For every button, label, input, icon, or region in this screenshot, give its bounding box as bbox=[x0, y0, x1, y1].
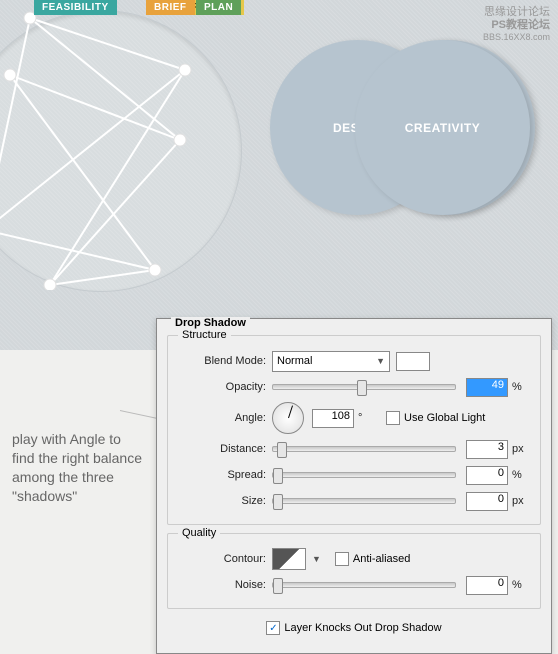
knockout-label: Layer Knocks Out Drop Shadow bbox=[284, 622, 441, 634]
blend-mode-select[interactable]: Normal ▼ bbox=[272, 351, 390, 372]
quality-group: Quality Contour: ▼ Anti-aliased Noise: 0… bbox=[167, 533, 541, 609]
anti-aliased-label: Anti-aliased bbox=[353, 553, 410, 565]
spread-input[interactable]: 0 bbox=[466, 466, 508, 485]
spread-slider[interactable] bbox=[272, 472, 456, 478]
chevron-down-icon: ▼ bbox=[376, 356, 385, 366]
distance-input[interactable]: 3 bbox=[466, 440, 508, 459]
size-slider[interactable] bbox=[272, 498, 456, 504]
panel-title: Drop Shadow bbox=[171, 317, 250, 329]
chevron-down-icon[interactable]: ▼ bbox=[312, 554, 321, 564]
drop-shadow-panel: Drop Shadow Structure Blend Mode: Normal… bbox=[156, 318, 552, 654]
global-light-checkbox[interactable] bbox=[386, 411, 400, 425]
structure-group: Structure Blend Mode: Normal ▼ Opacity: … bbox=[167, 335, 541, 525]
contour-picker[interactable] bbox=[272, 548, 306, 570]
venn-creativity: CREATIVITY bbox=[355, 40, 530, 215]
shadow-color-swatch[interactable] bbox=[396, 352, 430, 371]
spread-label: Spread: bbox=[178, 469, 266, 481]
tag-plan: PLAN bbox=[196, 0, 241, 15]
quality-title: Quality bbox=[178, 527, 220, 539]
angle-label: Angle: bbox=[178, 412, 266, 424]
angle-input[interactable]: 108 bbox=[312, 409, 354, 428]
watermark: 思缘设计论坛 PS教程论坛 BBS.16XX8.com bbox=[483, 6, 550, 43]
structure-title: Structure bbox=[178, 329, 231, 341]
venn-diagram: DEVELOPMENT DESIGN CREATIVITY bbox=[270, 40, 550, 320]
tag-feasibility: FEASIBILITY bbox=[34, 0, 117, 15]
angle-dial[interactable] bbox=[272, 402, 304, 434]
noise-label: Noise: bbox=[178, 579, 266, 591]
blend-mode-label: Blend Mode: bbox=[178, 355, 266, 367]
knockout-checkbox[interactable]: ✓ bbox=[266, 621, 280, 635]
annotation-text: play with Angle to find the right balanc… bbox=[12, 430, 142, 506]
noise-input[interactable]: 0 bbox=[466, 576, 508, 595]
opacity-input[interactable]: 49 bbox=[466, 378, 508, 397]
opacity-slider[interactable] bbox=[272, 384, 456, 390]
infographic-area: 思缘设计论坛 PS教程论坛 BBS.16XX8.com FEASIBILITY … bbox=[0, 0, 558, 350]
distance-label: Distance: bbox=[178, 443, 266, 455]
opacity-label: Opacity: bbox=[178, 381, 266, 393]
tag-brief: BRIEF bbox=[146, 0, 195, 15]
anti-aliased-checkbox[interactable] bbox=[335, 552, 349, 566]
size-label: Size: bbox=[178, 495, 266, 507]
distance-slider[interactable] bbox=[272, 446, 456, 452]
contour-label: Contour: bbox=[178, 553, 266, 565]
noise-slider[interactable] bbox=[272, 582, 456, 588]
size-input[interactable]: 0 bbox=[466, 492, 508, 511]
global-light-label: Use Global Light bbox=[404, 412, 485, 424]
